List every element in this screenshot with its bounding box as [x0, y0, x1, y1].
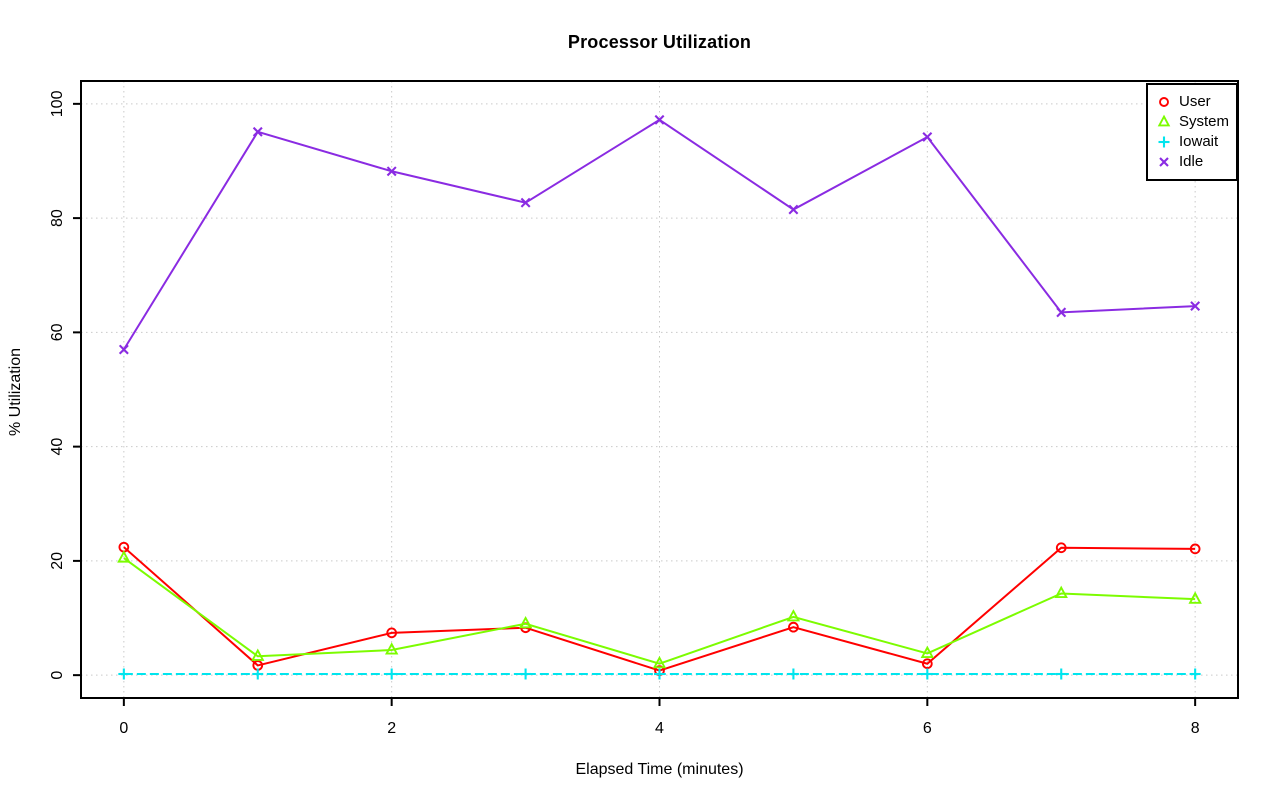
x-marker-icon: [1159, 157, 1169, 167]
legend-item-iowait: Iowait: [1148, 132, 1236, 152]
series-marker-idle: [922, 132, 933, 142]
series-marker-system: [786, 609, 801, 622]
series-marker-system: [251, 648, 265, 661]
series-marker-system: [920, 645, 935, 658]
series-line-idle: [123, 118, 1196, 351]
series-marker-user: [1189, 543, 1201, 555]
legend-item-user: User: [1148, 92, 1236, 112]
legend-item-idle: Idle: [1148, 152, 1236, 172]
legend-item-system: System: [1148, 112, 1236, 132]
series-marker-idle: [654, 114, 665, 125]
series-marker-system: [1054, 585, 1068, 599]
legend: User System Iowait Idle: [1146, 83, 1238, 181]
legend-label: Iowait: [1179, 133, 1219, 150]
series-marker-idle: [1056, 307, 1067, 318]
series-marker-idle: [1190, 301, 1201, 312]
y-tick-label: 20: [49, 552, 66, 570]
circle-marker-icon: [1159, 97, 1169, 107]
y-axis-label: % Utilization: [7, 347, 24, 437]
series-marker-system: [1188, 591, 1202, 604]
series-marker-system: [384, 642, 399, 655]
series-marker-idle: [118, 344, 129, 355]
series-marker-user: [788, 621, 799, 633]
x-tick-label: 6: [923, 720, 932, 737]
series-marker-idle: [520, 197, 531, 208]
series-marker-system: [117, 550, 131, 563]
series-marker-idle: [252, 126, 263, 137]
series-marker-user: [1055, 542, 1067, 554]
y-tick-label: 60: [49, 323, 66, 341]
y-tick-label: 100: [49, 90, 66, 117]
plot-border: [80, 80, 1239, 699]
x-axis-label: Elapsed Time (minutes): [575, 761, 744, 778]
y-tick-label: 0: [49, 671, 66, 680]
series-marker-system: [652, 655, 667, 669]
chart-title: Processor Utilization: [567, 32, 752, 52]
x-tick-label: 2: [387, 720, 396, 737]
y-tick-label: 40: [49, 438, 66, 456]
series-marker-user: [921, 658, 933, 670]
series-marker-system: [518, 615, 533, 629]
plus-marker-icon: [1158, 136, 1170, 148]
x-tick-label: 0: [119, 720, 128, 737]
legend-label: Idle: [1179, 153, 1204, 170]
x-tick-label: 4: [655, 720, 664, 737]
series-marker-idle: [386, 166, 397, 177]
x-tick-label: 8: [1191, 720, 1200, 737]
triangle-marker-icon: [1157, 114, 1171, 127]
y-tick-label: 80: [49, 209, 66, 227]
legend-label: User: [1179, 93, 1211, 110]
legend-label: System: [1179, 113, 1230, 130]
series-line-system: [123, 557, 1196, 665]
series-marker-idle: [788, 204, 799, 215]
series-marker-user: [386, 627, 398, 639]
